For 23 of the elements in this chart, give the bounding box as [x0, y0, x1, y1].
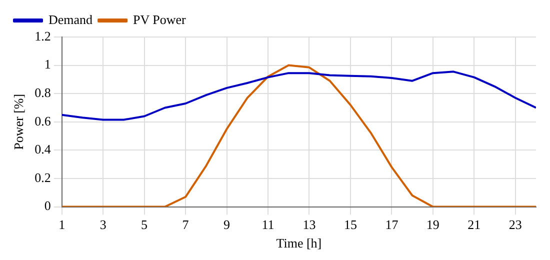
x-tick-label: 21 — [468, 217, 481, 232]
x-tick-label: 15 — [344, 217, 357, 232]
y-tick-label: 0.2 — [34, 170, 51, 185]
x-tick-label: 9 — [224, 217, 230, 232]
y-axis-title: Power [%] — [11, 94, 26, 150]
x-tick-label: 19 — [426, 217, 440, 232]
y-tick-label: 1.2 — [34, 28, 51, 44]
legend-label: Demand — [48, 12, 94, 27]
legend-label: PV Power — [133, 12, 187, 27]
x-tick-label: 1 — [58, 217, 66, 232]
y-tick-label: 0.4 — [34, 142, 52, 157]
x-tick-label: 23 — [508, 217, 522, 232]
x-tick-label: 17 — [385, 217, 399, 232]
y-tick-label: 1 — [44, 56, 51, 72]
x-tick-label: 11 — [262, 217, 274, 232]
x-tick-label: 13 — [302, 217, 316, 232]
x-tick-label: 7 — [182, 217, 190, 232]
y-tick-label: 0.8 — [34, 85, 51, 100]
x-tick-label: 3 — [100, 217, 106, 232]
y-tick-label: 0 — [44, 198, 51, 214]
y-tick-label: 0.6 — [34, 113, 52, 128]
x-axis-title: Time [h] — [276, 236, 322, 251]
x-tick-label: 5 — [141, 217, 148, 232]
